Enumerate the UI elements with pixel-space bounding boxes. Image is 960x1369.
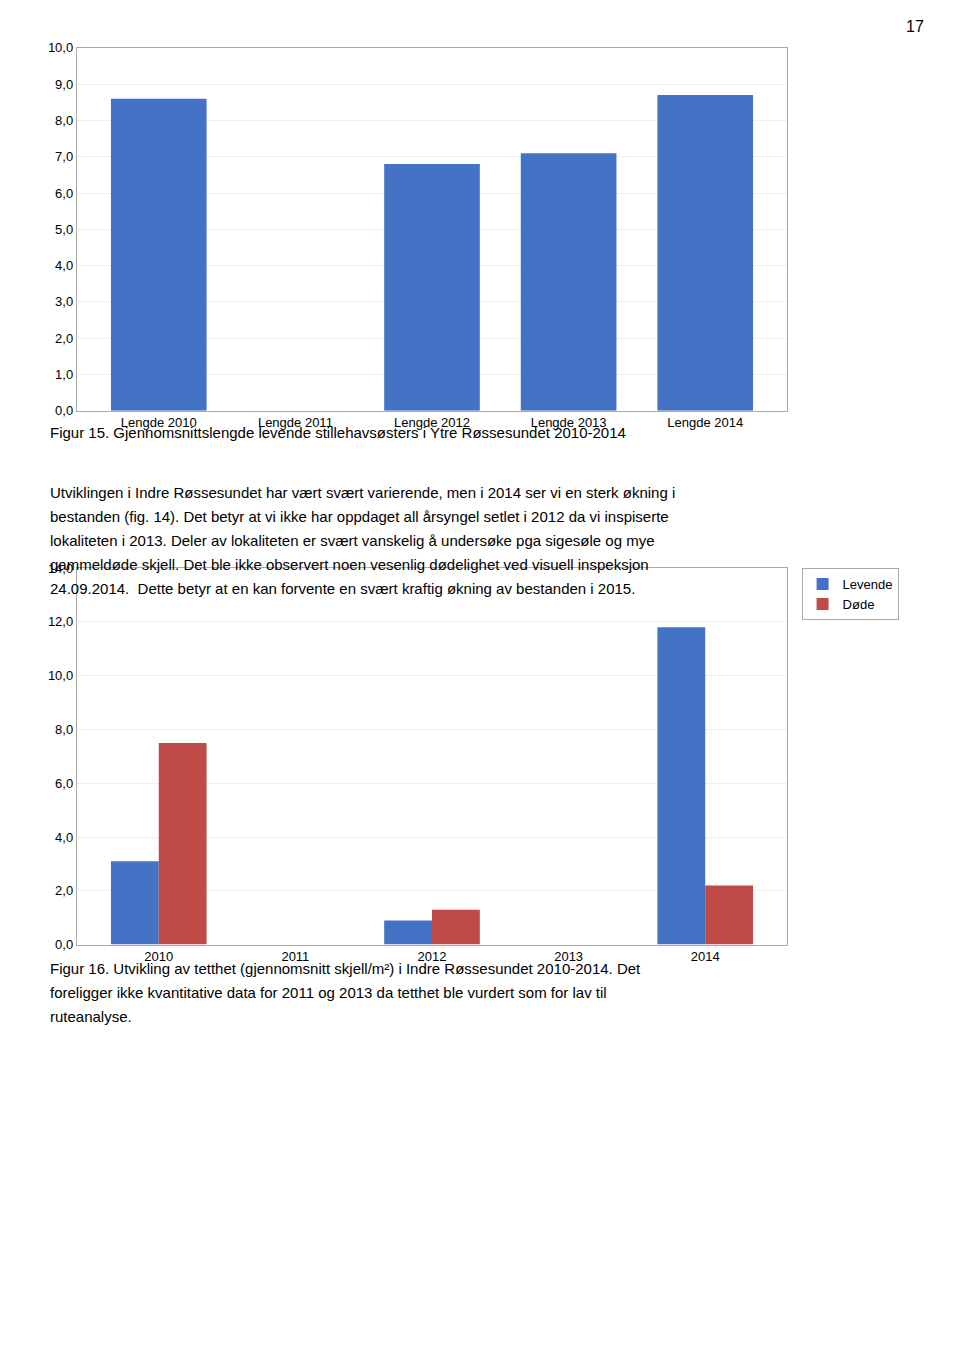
- svg-text:bestanden (fig. 14). Det betyr: bestanden (fig. 14). Det betyr at vi ikk…: [50, 508, 669, 525]
- svg-text:8,0: 8,0: [55, 113, 73, 128]
- svg-text:0,0: 0,0: [55, 403, 73, 418]
- svg-text:10,0: 10,0: [48, 668, 73, 683]
- svg-text:8,0: 8,0: [55, 722, 73, 737]
- svg-text:0,0: 0,0: [55, 937, 73, 952]
- svg-text:2,0: 2,0: [55, 883, 73, 898]
- svg-text:Lengde 2011: Lengde 2011: [258, 415, 333, 430]
- svg-text:gammeldøde skjell. Det ble ikk: gammeldøde skjell. Det ble ikke observer…: [50, 556, 649, 573]
- svg-text:Figur 15. Gjennomsnittslengde: Figur 15. Gjennomsnittslengde levende st…: [50, 424, 626, 441]
- svg-text:4,0: 4,0: [55, 830, 73, 845]
- svg-text:Lengde 2014: Lengde 2014: [667, 415, 743, 430]
- svg-text:6,0: 6,0: [55, 186, 73, 201]
- svg-text:4,0: 4,0: [55, 258, 73, 273]
- svg-text:17: 17: [906, 18, 924, 35]
- svg-text:2011: 2011: [281, 949, 309, 964]
- svg-text:Lengde 2013: Lengde 2013: [531, 415, 607, 430]
- svg-text:lokaliteten i 2013. Deler av l: lokaliteten i 2013. Deler av lokaliteten…: [50, 532, 654, 549]
- svg-text:2014: 2014: [691, 949, 720, 964]
- svg-text:foreligger ikke kvantitative d: foreligger ikke kvantitative data for 20…: [50, 984, 607, 1001]
- svg-text:2012: 2012: [418, 949, 447, 964]
- svg-text:24.09.2014. Dette betyr at en: 24.09.2014. Dette betyr at en kan forven…: [50, 580, 635, 597]
- svg-text:Utviklingen i Indre Røssesunde: Utviklingen i Indre Røssesundet har vært…: [50, 484, 675, 501]
- svg-text:ruteanalyse.: ruteanalyse.: [50, 1008, 132, 1025]
- svg-text:3,0: 3,0: [55, 294, 73, 309]
- svg-text:Lengde 2010: Lengde 2010: [121, 415, 197, 430]
- svg-text:Levende: Levende: [843, 577, 893, 592]
- svg-text:5,0: 5,0: [55, 222, 73, 237]
- svg-text:10,0: 10,0: [48, 40, 73, 55]
- svg-text:1,0: 1,0: [55, 367, 73, 382]
- svg-text:2,0: 2,0: [55, 331, 73, 346]
- svg-text:Døde: Døde: [843, 597, 875, 612]
- svg-text:7,0: 7,0: [55, 149, 73, 164]
- svg-text:2013: 2013: [554, 949, 583, 964]
- svg-text:12,0: 12,0: [48, 614, 73, 629]
- svg-text:Lengde 2012: Lengde 2012: [394, 415, 470, 430]
- svg-text:9,0: 9,0: [55, 77, 73, 92]
- svg-text:2010: 2010: [144, 949, 173, 964]
- svg-text:14,0: 14,0: [48, 561, 73, 576]
- svg-text:6,0: 6,0: [55, 776, 73, 791]
- svg-text:Figur 16. Utvikling av tetthet: Figur 16. Utvikling av tetthet (gjennoms…: [50, 960, 641, 977]
